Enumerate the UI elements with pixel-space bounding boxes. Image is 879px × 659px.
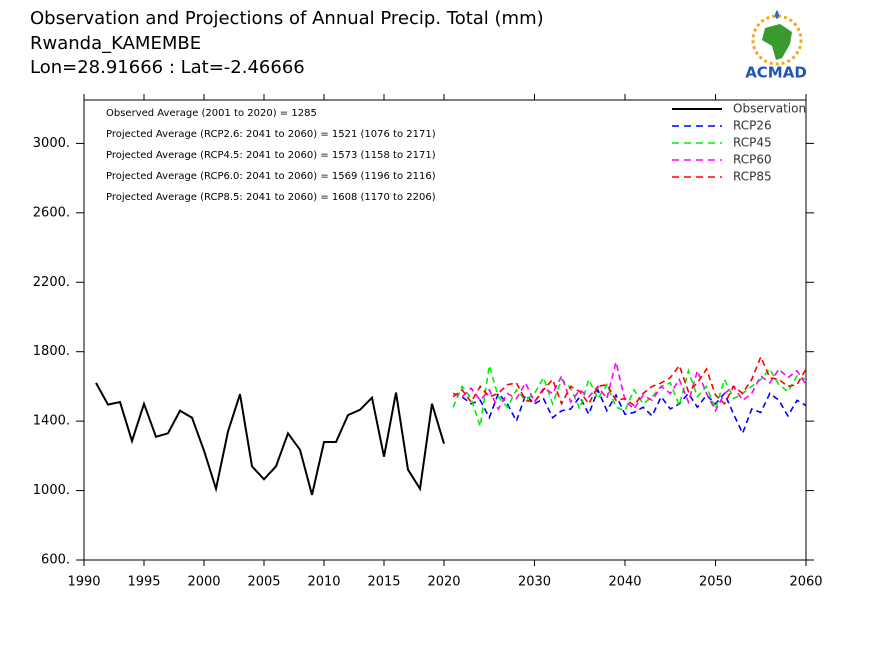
annotation: Projected Average (RCP2.6: 2041 to 2060)…	[106, 129, 436, 140]
legend-label: RCP45	[733, 136, 772, 150]
x-tick-label: 2030	[518, 575, 551, 590]
y-tick-label: 3000.	[33, 136, 70, 151]
logo-text: ACMAD	[745, 64, 807, 82]
chart-subtitle: Rwanda_KAMEMBE	[30, 33, 201, 54]
y-tick-label: 1000.	[33, 483, 70, 498]
x-tick-label: 2010	[307, 575, 340, 590]
annotation: Projected Average (RCP8.5: 2041 to 2060)…	[106, 192, 436, 203]
logo-africa	[762, 24, 792, 60]
x-tick-label: 2020	[427, 575, 460, 590]
location: Lon=28.91666 : Lat=-2.46666	[30, 57, 305, 78]
logo-sun	[751, 14, 803, 66]
annotation: Projected Average (RCP4.5: 2041 to 2060)…	[106, 150, 436, 161]
x-tick-label: 1995	[127, 575, 160, 590]
legend-label: Observation	[733, 102, 806, 116]
y-tick-label: 1400.	[33, 414, 70, 429]
y-tick-label: 2600.	[33, 205, 70, 220]
logo-drop	[775, 10, 779, 19]
legend-label: RCP26	[733, 119, 772, 133]
x-tick-label: 2050	[699, 575, 732, 590]
legend-label: RCP85	[733, 170, 772, 184]
series-line	[95, 382, 445, 496]
series-line	[452, 361, 807, 413]
plot-frame	[83, 99, 807, 561]
x-tick-label: 2060	[789, 575, 822, 590]
y-tick-label: 2200.	[33, 275, 70, 290]
series-line	[452, 387, 807, 436]
chart-title: Observation and Projections of Annual Pr…	[30, 8, 544, 29]
x-tick-label: 2000	[187, 575, 220, 590]
y-tick-label: 1800.	[33, 344, 70, 359]
series-line	[452, 354, 807, 407]
logo: ACMAD	[745, 10, 807, 82]
x-tick-label: 2005	[247, 575, 280, 590]
x-tick-label: 2015	[367, 575, 400, 590]
x-tick-label: 2040	[608, 575, 641, 590]
annotation: Observed Average (2001 to 2020) = 1285	[106, 108, 317, 119]
y-tick-label: 600.	[41, 553, 70, 568]
annotation: Projected Average (RCP6.0: 2041 to 2060)…	[106, 171, 436, 182]
x-tick-label: 1990	[67, 575, 100, 590]
series-line	[452, 365, 807, 427]
legend-label: RCP60	[733, 153, 772, 167]
